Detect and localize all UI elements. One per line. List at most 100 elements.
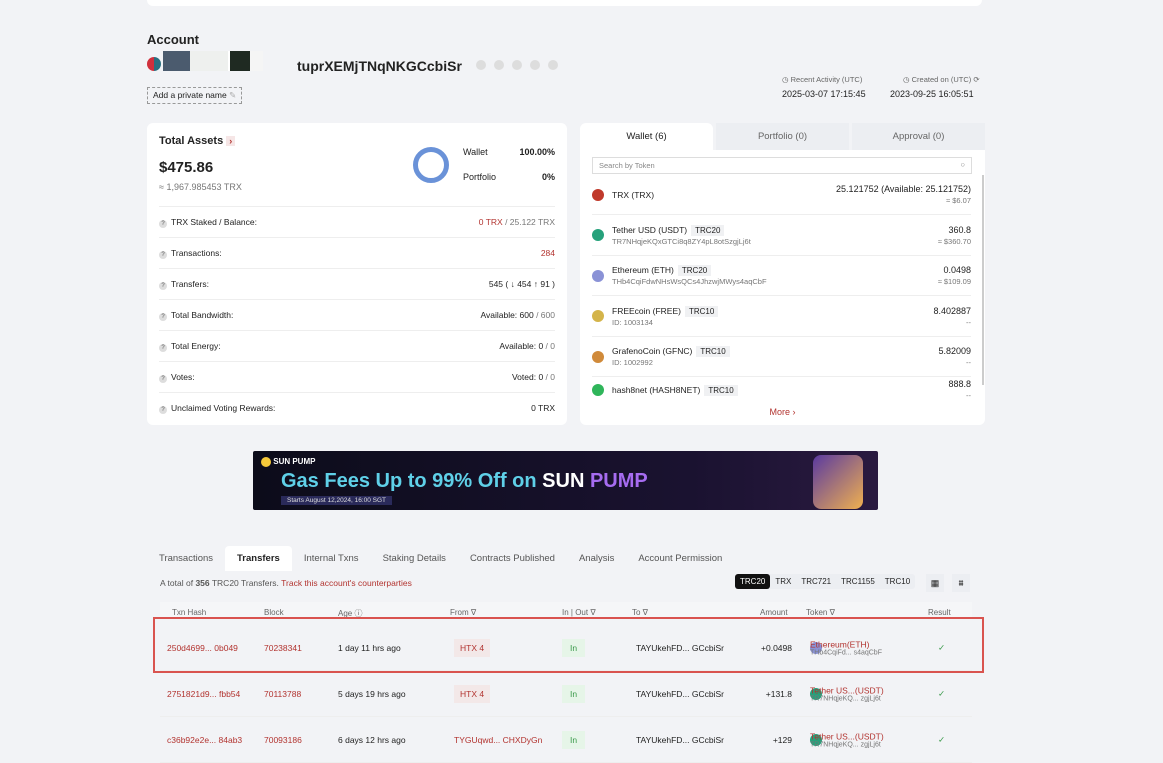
track-counterparties-link[interactable]: Track this account's counterparties bbox=[281, 578, 412, 588]
asset-row-value: 0 TRX bbox=[531, 403, 555, 413]
asset-row: ? Total Bandwidth: Available: 600 / 600 bbox=[159, 299, 555, 330]
token-address: TR7NHqjeKQ... zgjLj6t bbox=[810, 741, 881, 748]
chart-icon[interactable] bbox=[512, 60, 522, 70]
token-amount: 888.8 bbox=[948, 379, 971, 389]
token-row[interactable]: GrafenoCoin (GFNC) TRC10 ID: 1002992 5.8200… bbox=[592, 337, 971, 377]
tab-portfolio[interactable]: Portfolio (0) bbox=[716, 123, 849, 150]
token-link[interactable]: Tether US...(USDT) bbox=[810, 685, 884, 695]
to-address[interactable]: TAYUkehFD... GCcbiSr bbox=[636, 688, 725, 699]
chevron-right-icon: › bbox=[226, 136, 236, 146]
direction-badge: In bbox=[562, 684, 586, 703]
filter-trc20[interactable]: TRC20 bbox=[735, 574, 771, 589]
to-address[interactable]: TAYUkehFD... GCcbiSr bbox=[636, 734, 725, 745]
phone-image bbox=[813, 455, 863, 509]
amount: +131.8 bbox=[765, 688, 792, 699]
help-icon: ? bbox=[159, 281, 167, 290]
scrollbar[interactable] bbox=[982, 175, 984, 385]
direction-badge: In bbox=[562, 638, 586, 657]
token-row[interactable]: Ethereum (ETH) TRC20 THb4CqiFdwNHsWsQCs4Jh… bbox=[592, 256, 971, 296]
avatar bbox=[147, 57, 161, 71]
asset-row-total: / 0 bbox=[543, 372, 555, 382]
column-header[interactable]: To ∇ bbox=[632, 608, 649, 617]
success-check-icon: ✓ bbox=[938, 688, 946, 698]
to-address[interactable]: TAYUkehFD... GCcbiSr bbox=[636, 642, 725, 653]
transfers-summary: A total of 356 TRC20 Transfers. Track th… bbox=[160, 578, 412, 588]
add-private-name-button[interactable]: Add a private name ✎ bbox=[147, 87, 243, 104]
wallet-card: Wallet (6) Portfolio (0) Approval (0) Se… bbox=[580, 123, 985, 425]
filter-trc721[interactable]: TRC721 bbox=[801, 577, 832, 586]
calendar-icon[interactable]: ▦ bbox=[926, 574, 944, 592]
banner-brand: SUN PUMP bbox=[261, 457, 315, 467]
sun-icon bbox=[261, 457, 271, 467]
total-assets-title[interactable]: Total Assets › bbox=[159, 135, 236, 147]
tab-contracts-published[interactable]: Contracts Published bbox=[469, 553, 555, 564]
token-sub: ID: 1002992 bbox=[612, 358, 653, 367]
filter-icon[interactable]: ⩩ bbox=[952, 574, 970, 592]
token-search-input[interactable]: Search by Token ○ bbox=[592, 157, 972, 174]
banner-date: Starts August 12,2024, 16:00 SGT bbox=[281, 496, 393, 505]
asset-row: ? TRX Staked / Balance: 0 TRX / 25.122 TRX bbox=[159, 206, 555, 237]
heart-icon[interactable] bbox=[530, 60, 540, 70]
sunpump-banner[interactable]: SUN PUMP Gas Fees Up to 99% Off on SUN P… bbox=[253, 451, 878, 510]
assets-donut bbox=[413, 147, 449, 183]
total-assets-trx: ≈ 1,967.985453 TRX bbox=[159, 182, 242, 192]
total-assets-card: Total Assets › $475.86 ≈ 1,967.985453 TR… bbox=[147, 123, 567, 425]
tab-internal-txns[interactable]: Internal Txns bbox=[303, 553, 359, 564]
block-link[interactable]: 70093186 bbox=[264, 734, 302, 745]
column-header[interactable]: From ∇ bbox=[450, 608, 477, 617]
recent-activity-label: ◷ Recent Activity (UTC) bbox=[782, 75, 863, 84]
asset-row-value: Available: 600 bbox=[480, 310, 534, 320]
block-link[interactable]: 70113788 bbox=[264, 688, 302, 699]
direction-badge: In bbox=[562, 730, 586, 749]
token-type: TRC20 bbox=[677, 265, 712, 276]
txn-hash-link[interactable]: 2751821d9... fbb54 bbox=[167, 688, 241, 699]
txn-hash-link[interactable]: c36b92e2e... 84ab3 bbox=[167, 734, 243, 745]
token-usd: -- bbox=[966, 317, 971, 327]
qr-icon[interactable] bbox=[494, 60, 504, 70]
column-header: Block bbox=[264, 608, 284, 617]
token-link[interactable]: Ethereum(ETH) bbox=[810, 639, 870, 649]
from-address[interactable]: HTX 4 bbox=[454, 684, 491, 703]
block-link[interactable]: 70238341 bbox=[264, 642, 302, 653]
column-header: Amount bbox=[760, 608, 788, 617]
tab-account-permission[interactable]: Account Permission bbox=[638, 553, 723, 564]
asset-row-label: ? TRX Staked / Balance: bbox=[159, 217, 257, 228]
tab-approval[interactable]: Approval (0) bbox=[852, 123, 985, 150]
token-row[interactable]: TRX (TRX) 25.121752 (Available: 25.121752… bbox=[592, 175, 971, 215]
table-row: 2751821d9... fbb54 70113788 5 days 19 hr… bbox=[160, 671, 972, 717]
token-row[interactable]: Tether USD (USDT) TRC20 TR7NHqjeKQxGTCi8q8… bbox=[592, 216, 971, 256]
token-row[interactable]: FREEcoin (FREE) TRC10 ID: 1003134 8.402887-… bbox=[592, 297, 971, 337]
token-icon bbox=[592, 188, 604, 201]
txn-hash-link[interactable]: 250d4699... 0b049 bbox=[167, 642, 238, 653]
token-link[interactable]: Tether US...(USDT) bbox=[810, 731, 884, 741]
filter-trc10[interactable]: TRC10 bbox=[884, 577, 911, 586]
column-header[interactable]: In | Out ∇ bbox=[562, 608, 596, 617]
token-row[interactable]: hash8net (HASH8NET) TRC10 888.8 -- bbox=[592, 378, 971, 402]
age: 5 days 19 hrs ago bbox=[338, 688, 406, 699]
success-check-icon: ✓ bbox=[938, 642, 946, 652]
tab-wallet[interactable]: Wallet (6) bbox=[580, 123, 713, 150]
from-address[interactable]: HTX 4 bbox=[454, 638, 491, 657]
asset-row-label: ? Votes: bbox=[159, 372, 195, 383]
age: 1 day 11 hrs ago bbox=[338, 642, 401, 653]
copy-icon[interactable] bbox=[476, 60, 486, 70]
asset-row-total: / 0 bbox=[543, 341, 555, 351]
redacted-address bbox=[163, 51, 263, 71]
account-address[interactable]: tuprXEMjTNqNKGCcbiSr bbox=[297, 58, 462, 74]
column-header[interactable]: Age ⓘ bbox=[338, 609, 363, 618]
column-header[interactable]: Token ∇ bbox=[806, 608, 835, 617]
more-link[interactable]: More › bbox=[769, 407, 796, 417]
tab-transactions[interactable]: Transactions bbox=[159, 553, 214, 564]
filter-trx[interactable]: TRX bbox=[775, 577, 792, 586]
help-icon: ? bbox=[159, 343, 167, 352]
asset-row-label: ? Transfers: bbox=[159, 279, 209, 290]
tab-staking-details[interactable]: Staking Details bbox=[382, 553, 446, 564]
token-usd: ≈ $109.09 bbox=[937, 277, 971, 286]
filter-trc1155[interactable]: TRC1155 bbox=[841, 577, 875, 586]
tab-transfers[interactable]: Transfers bbox=[225, 546, 292, 571]
from-address[interactable]: TYGUqwd... CHXDyGn bbox=[454, 734, 543, 745]
more-icon[interactable] bbox=[548, 60, 558, 70]
tab-analysis[interactable]: Analysis bbox=[578, 553, 615, 564]
highlight-box bbox=[153, 617, 984, 673]
token-amount: 8.402887 bbox=[933, 305, 971, 316]
